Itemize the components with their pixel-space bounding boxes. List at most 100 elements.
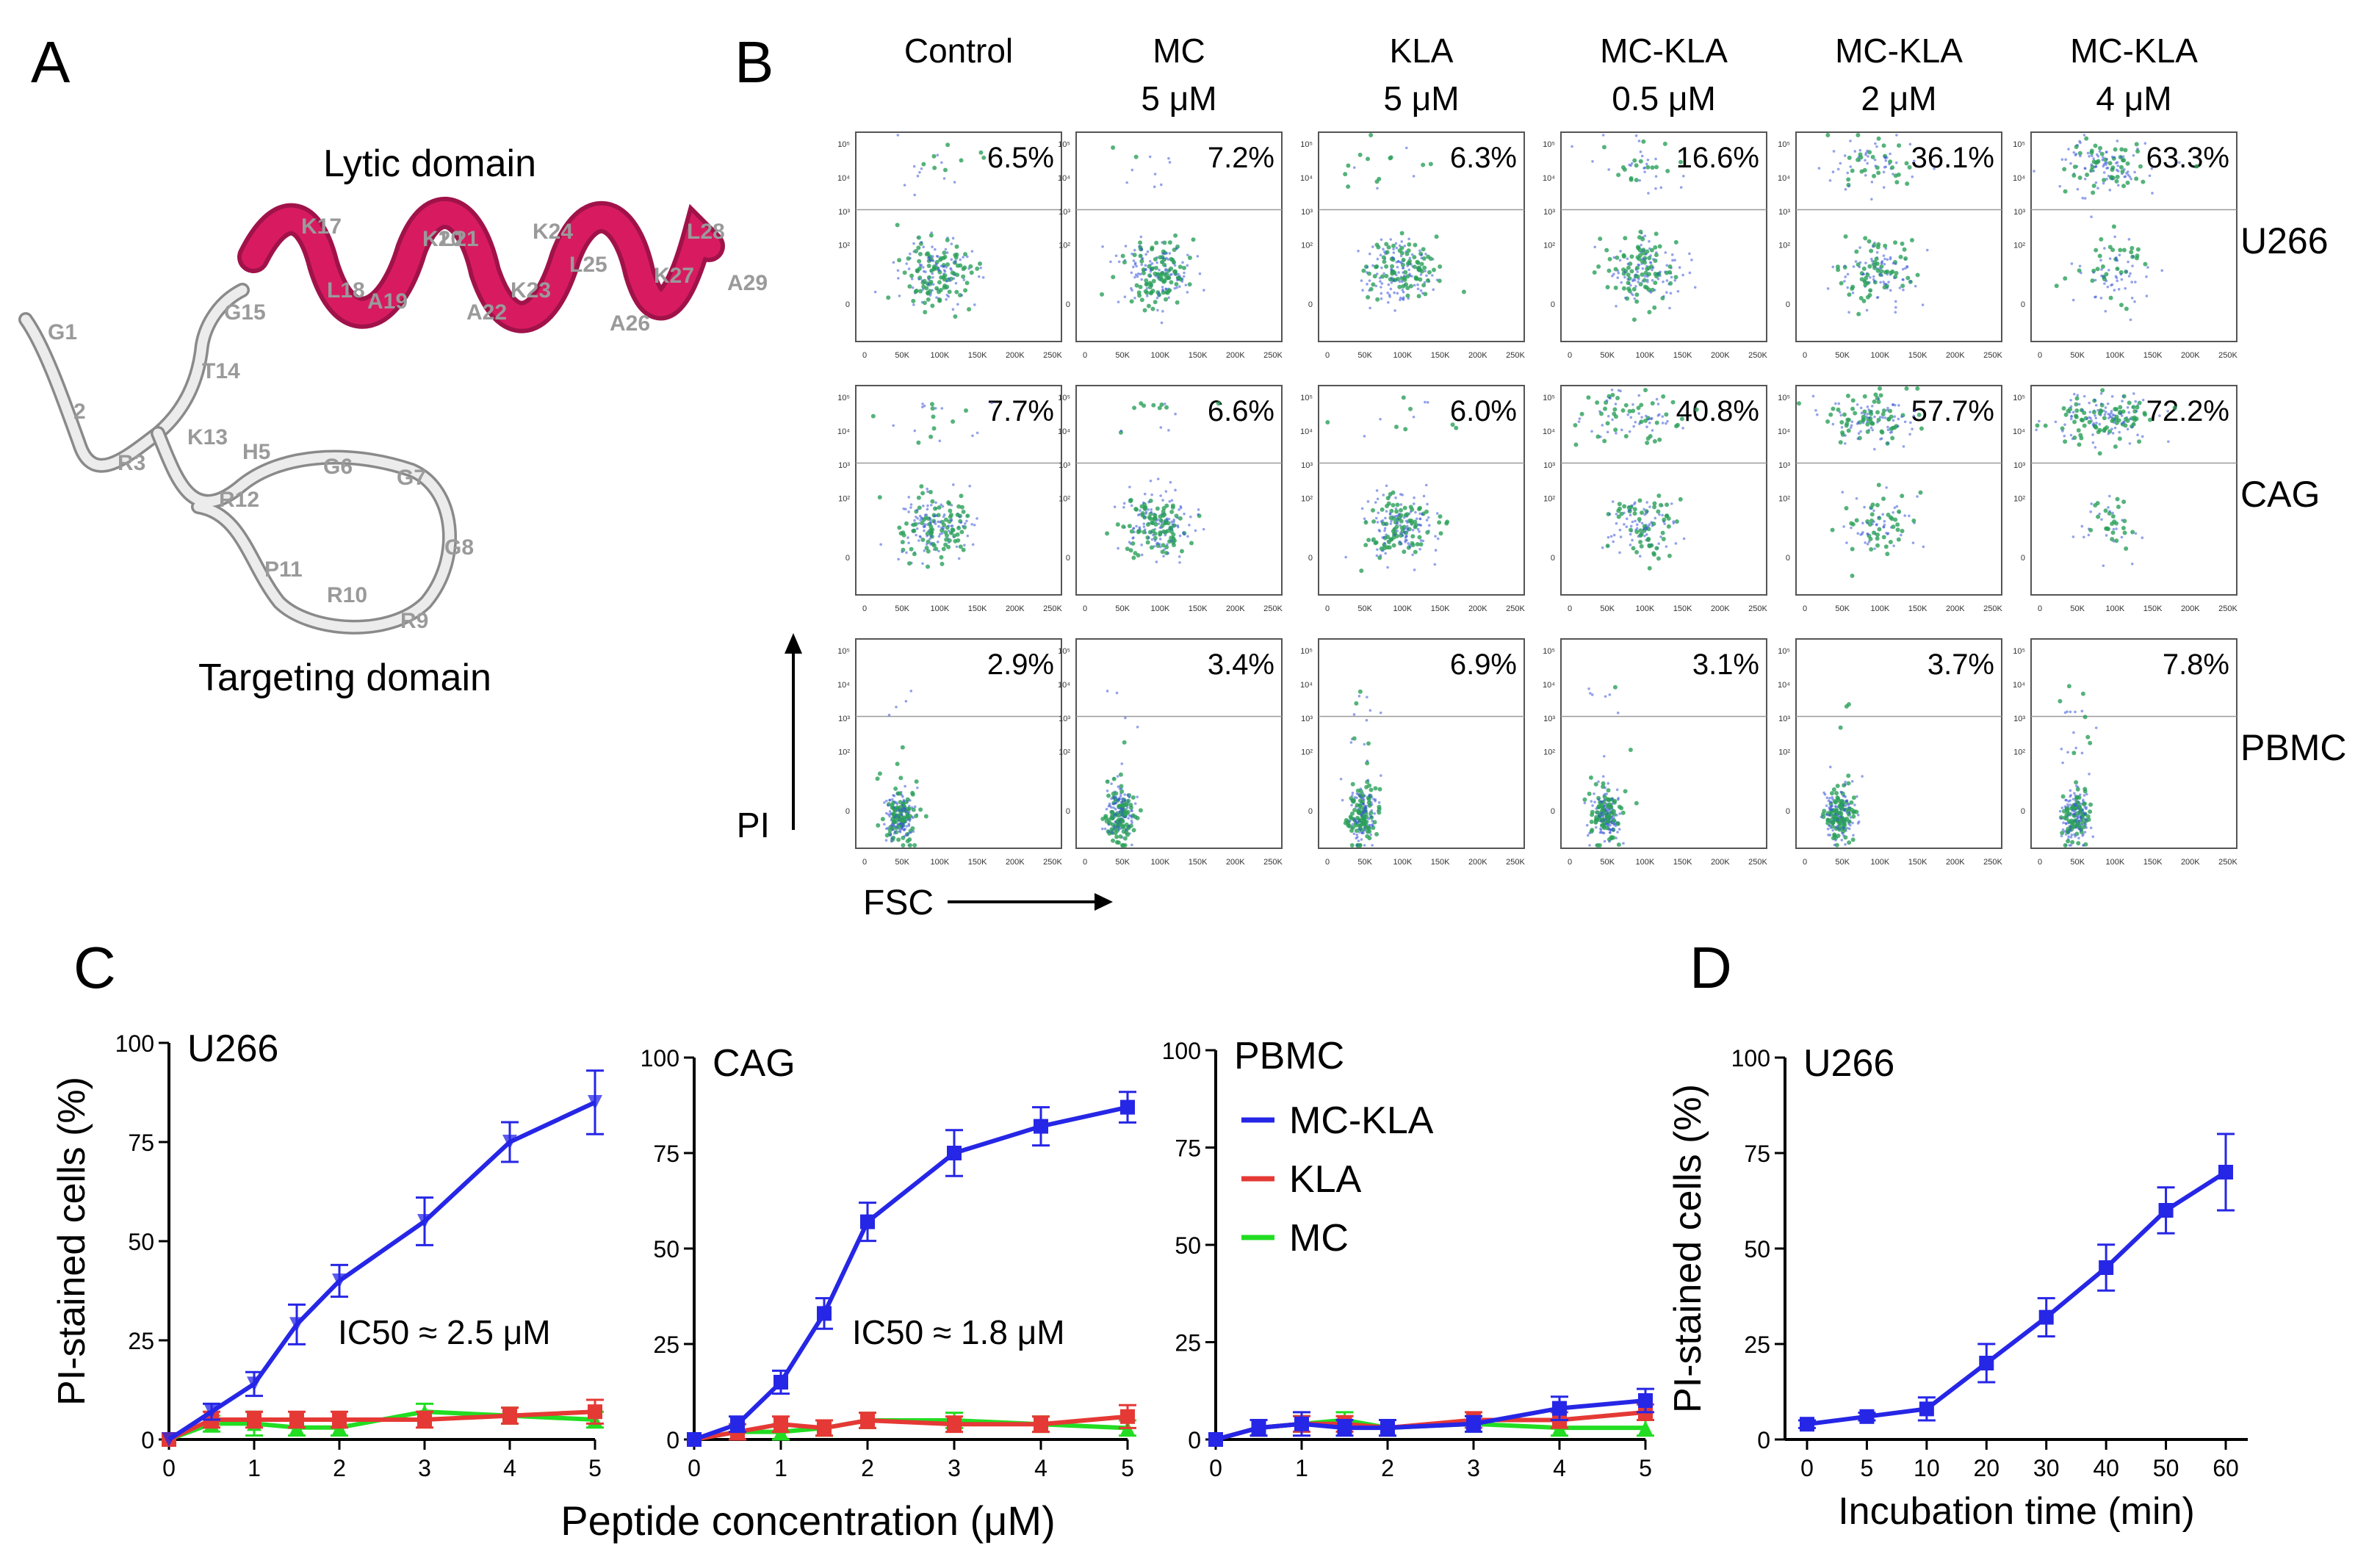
event-dot xyxy=(2074,780,2079,785)
event-dot xyxy=(1403,427,1408,432)
event-dot xyxy=(1653,245,1658,250)
event-dot xyxy=(1356,836,1359,839)
event-dot xyxy=(1601,424,1604,427)
event-dot xyxy=(1363,795,1366,798)
event-dot xyxy=(1678,496,1683,502)
y-tick-label: 10⁴ xyxy=(1778,174,1790,183)
event-dot xyxy=(2094,295,2097,298)
event-dot xyxy=(1421,256,1427,261)
event-dot xyxy=(887,828,892,833)
event-dot xyxy=(1850,398,1856,403)
event-dot xyxy=(1408,545,1412,549)
event-dot xyxy=(1165,252,1169,255)
x-axis-title-peptide: Peptide concentration (μM) xyxy=(560,1497,1055,1544)
event-dot xyxy=(1383,541,1386,545)
event-dot xyxy=(963,252,968,257)
event-dot xyxy=(1363,825,1366,829)
event-dot xyxy=(1368,279,1371,282)
y-tick-label: 10³ xyxy=(1059,208,1070,217)
event-dot xyxy=(1148,291,1153,296)
event-dot xyxy=(1856,795,1858,798)
event-dot xyxy=(2133,170,2136,174)
event-dot xyxy=(1902,247,1907,252)
event-dot xyxy=(1158,538,1162,541)
event-dot xyxy=(893,801,896,803)
column-header: MC xyxy=(1153,32,1205,70)
event-dot xyxy=(2132,415,2137,420)
event-dot xyxy=(2094,726,2098,729)
event-dot xyxy=(909,817,912,821)
event-dot xyxy=(1173,264,1177,267)
event-dot xyxy=(1904,161,1909,166)
event-dot xyxy=(1371,245,1374,248)
event-dot xyxy=(1362,798,1366,801)
event-dot xyxy=(1117,260,1121,264)
x-tick-label: 50K xyxy=(1115,351,1130,360)
event-dot xyxy=(1119,429,1123,433)
event-dot xyxy=(973,303,976,306)
percent-label: 6.9% xyxy=(1450,648,1517,681)
event-dot xyxy=(884,839,888,842)
event-dot xyxy=(914,779,919,784)
event-dot xyxy=(1840,426,1844,429)
event-dot xyxy=(1182,275,1186,278)
event-dot xyxy=(897,824,902,829)
event-dot xyxy=(898,829,901,833)
event-dot xyxy=(2097,253,2102,259)
event-dot xyxy=(1428,162,1433,167)
event-dot xyxy=(1853,803,1856,806)
event-dot xyxy=(1856,532,1860,535)
event-dot xyxy=(1629,513,1632,517)
event-dot xyxy=(2080,823,2083,826)
event-dot xyxy=(920,491,926,496)
event-dot xyxy=(1196,255,1200,258)
event-dot xyxy=(1853,411,1858,416)
event-dot xyxy=(1121,797,1124,801)
event-dot xyxy=(947,538,952,543)
y-tick-label: 0 xyxy=(845,300,850,309)
residue-label: K20 xyxy=(422,227,463,251)
event-dot xyxy=(1352,736,1357,741)
event-dot xyxy=(1846,702,1851,707)
event-dot xyxy=(1856,157,1861,162)
event-dot xyxy=(1643,388,1648,393)
y-tick-label: 10² xyxy=(1543,242,1555,250)
event-dot xyxy=(1383,527,1387,530)
event-dot xyxy=(941,546,946,552)
event-dot xyxy=(1874,165,1878,167)
x-tick-label: 0 xyxy=(1568,858,1572,867)
y-tick-label: 0 xyxy=(845,554,850,563)
y-tick-label: 10³ xyxy=(1059,715,1070,723)
event-dot xyxy=(1161,256,1165,260)
event-dot xyxy=(1119,818,1125,823)
event-dot xyxy=(1408,256,1412,260)
event-dot xyxy=(1647,192,1650,195)
event-dot xyxy=(2090,278,2095,283)
event-dot xyxy=(1148,155,1152,159)
event-dot xyxy=(1631,402,1634,406)
pi-axis-label: PI xyxy=(737,806,770,845)
event-dot xyxy=(1138,527,1142,530)
event-dot xyxy=(1404,146,1408,150)
event-dot xyxy=(1419,539,1423,542)
event-dot xyxy=(1626,413,1629,416)
event-dot xyxy=(1343,172,1348,177)
event-dot xyxy=(943,270,947,273)
event-dot xyxy=(1590,812,1595,817)
event-dot xyxy=(1619,535,1623,538)
percent-label: 63.3% xyxy=(2146,142,2229,174)
event-dot xyxy=(2086,151,2090,155)
event-dot xyxy=(2080,691,2085,696)
chart-title: CAG xyxy=(713,1042,796,1085)
event-dot xyxy=(1371,282,1376,287)
x-tick-label: 150K xyxy=(1673,351,1692,360)
event-dot xyxy=(1390,270,1395,275)
event-dot xyxy=(2114,420,2119,425)
event-dot xyxy=(875,776,880,781)
event-dot xyxy=(1879,281,1882,284)
event-dot xyxy=(914,249,919,254)
event-dot xyxy=(906,812,910,815)
event-dot xyxy=(1916,412,1922,417)
event-dot xyxy=(1608,513,1612,516)
x-tick-label: 150K xyxy=(2143,858,2163,867)
